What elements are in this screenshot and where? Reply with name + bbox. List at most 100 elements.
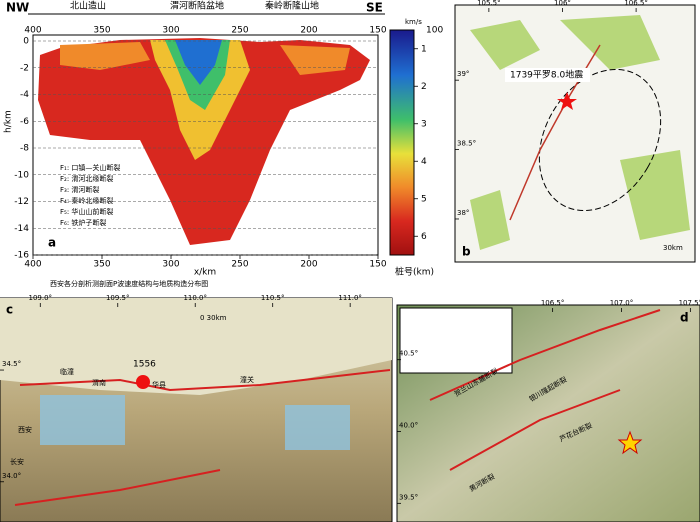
y-tick-label: -14 — [14, 224, 29, 234]
y-tick-label: -10 — [14, 170, 29, 180]
place-label: 临潼 — [60, 367, 74, 376]
event-label: 1556 — [133, 360, 156, 370]
colorbar-tick-label: 4 — [421, 157, 427, 167]
y-tick-label: -6 — [20, 117, 29, 127]
colorbar-unit: km/s — [405, 18, 422, 26]
panel-b: 1739平罗8.0地震 30km b — [454, 4, 696, 263]
lat-tick-label: 34.0° — [2, 472, 21, 480]
colorbar-top: 100 — [426, 26, 443, 36]
lon-tick-label: 107.0° — [610, 299, 634, 307]
velocity-field — [280, 45, 350, 75]
x-tick-label: 300 — [162, 260, 179, 270]
region-label: 北山造山 — [70, 0, 106, 12]
colorbar-tick-label: 1 — [421, 44, 427, 54]
lon-tick-label: 111.0° — [338, 294, 362, 302]
y-tick-label: -4 — [20, 90, 29, 100]
region-label: 秦岭断隆山地 — [265, 0, 319, 12]
fault-label: F₃: 渭河断裂 — [60, 185, 99, 194]
geology-unit — [470, 15, 690, 250]
lat-tick-label: 40.5° — [399, 350, 418, 358]
axis-label: h/km — [4, 110, 14, 133]
epicenter — [617, 430, 643, 455]
axis-label: x/km — [194, 268, 216, 278]
panel-label: d — [680, 311, 689, 325]
x-tick-label: 250 — [231, 26, 248, 36]
y-tick-label: 0 — [23, 37, 29, 47]
event-label: 1739平罗8.0地震 — [510, 69, 583, 81]
x-tick-label: 150 — [369, 260, 386, 270]
fault — [429, 309, 661, 401]
epicenter — [557, 92, 577, 110]
place-label: 华县 — [152, 380, 166, 389]
fault — [449, 389, 621, 471]
region-outline — [538, 68, 662, 212]
x-tick-label: 300 — [162, 26, 179, 36]
place-label: 渭南 — [92, 378, 106, 387]
y-tick-label: -16 — [14, 251, 29, 261]
panel-c: 1556 华县 渭南 西安 长安 临潼 潼关 0 30km c — [0, 297, 393, 522]
caption: 西安各分剖析测剖面P波速度结构与地质构造分布图 — [50, 279, 208, 288]
caption: 桩号(km) — [395, 266, 434, 278]
fault-label: F₅: 华山山前断裂 — [60, 207, 113, 216]
y-tick-label: -8 — [20, 144, 29, 154]
x-tick-label: 350 — [93, 26, 110, 36]
fault-label: F₆: 铁炉子断裂 — [60, 218, 106, 227]
lat-tick-label: 38.5° — [457, 140, 476, 148]
colorbar-tick-label: 5 — [421, 194, 427, 204]
x-tick-label: 200 — [300, 260, 317, 270]
place-label: 潼关 — [240, 375, 254, 384]
panel-label: c — [6, 303, 13, 317]
direction-label: NW — [6, 1, 29, 15]
fault-label: F₂: 渭河北缘断裂 — [60, 174, 113, 183]
scale-label: 0 30km — [200, 314, 227, 322]
lon-tick-label: 106° — [554, 0, 571, 7]
lon-tick-label: 109.0° — [29, 294, 53, 302]
panel-a: NW SE 北山造山 渭河断陷盆地 秦岭断隆山地 h/km x/km a F₁:… — [4, 0, 444, 288]
velocity-field — [175, 40, 222, 85]
panel-label: a — [48, 236, 56, 250]
colorbar-tick-label: 6 — [421, 232, 427, 242]
fault — [14, 469, 221, 506]
lon-tick-label: 106.5° — [541, 299, 565, 307]
y-tick-label: -12 — [14, 197, 29, 207]
colorbar-tick-label: 3 — [421, 119, 427, 129]
panel-label: b — [462, 245, 471, 259]
colorbar-tick-label: 2 — [421, 82, 427, 92]
lon-tick-label: 109.5° — [106, 294, 130, 302]
lat-tick-label: 39° — [457, 70, 469, 78]
x-tick-label: 400 — [24, 260, 41, 270]
basin — [0, 298, 392, 395]
x-tick-label: 150 — [369, 26, 386, 36]
place-label: 长安 — [10, 457, 24, 466]
lon-tick-label: 107.5° — [679, 299, 700, 307]
fault — [19, 369, 391, 392]
study-area — [40, 395, 125, 445]
epicenter — [136, 375, 150, 389]
lat-tick-label: 34.5° — [2, 360, 21, 368]
scale-label: 30km — [663, 244, 683, 252]
study-area — [285, 405, 350, 450]
y-tick-label: -2 — [20, 63, 29, 73]
lon-tick-label: 110.0° — [183, 294, 207, 302]
x-tick-label: 400 — [24, 26, 41, 36]
region-label: 渭河断陷盆地 — [170, 0, 224, 12]
velocity-field — [60, 42, 150, 70]
x-tick-label: 200 — [300, 26, 317, 36]
lon-tick-label: 110.5° — [261, 294, 285, 302]
lat-tick-label: 39.5° — [399, 493, 418, 501]
fault-legend: F₁: 口镇—关山断裂 F₂: 渭河北缘断裂 F₃: 渭河断裂 F₄: 秦岭北缘断裂 F… — [60, 163, 120, 227]
fault-label: F₁: 口镇—关山断裂 — [60, 163, 120, 172]
direction-label: SE — [366, 1, 383, 15]
x-tick-label: 350 — [93, 260, 110, 270]
colorbar — [389, 29, 415, 256]
lon-tick-label: 106.5° — [624, 0, 648, 7]
x-tick-label: 250 — [231, 260, 248, 270]
lat-tick-label: 38° — [457, 209, 469, 217]
place-label: 西安 — [18, 425, 32, 434]
lat-tick-label: 40.0° — [399, 422, 418, 430]
lon-tick-label: 105.5° — [477, 0, 501, 7]
inset — [399, 307, 513, 374]
panel-d: 贺兰山东麓断裂 银川隆起断裂 芦花台断裂 黄河断裂 d — [396, 304, 700, 522]
label-box — [505, 68, 590, 82]
